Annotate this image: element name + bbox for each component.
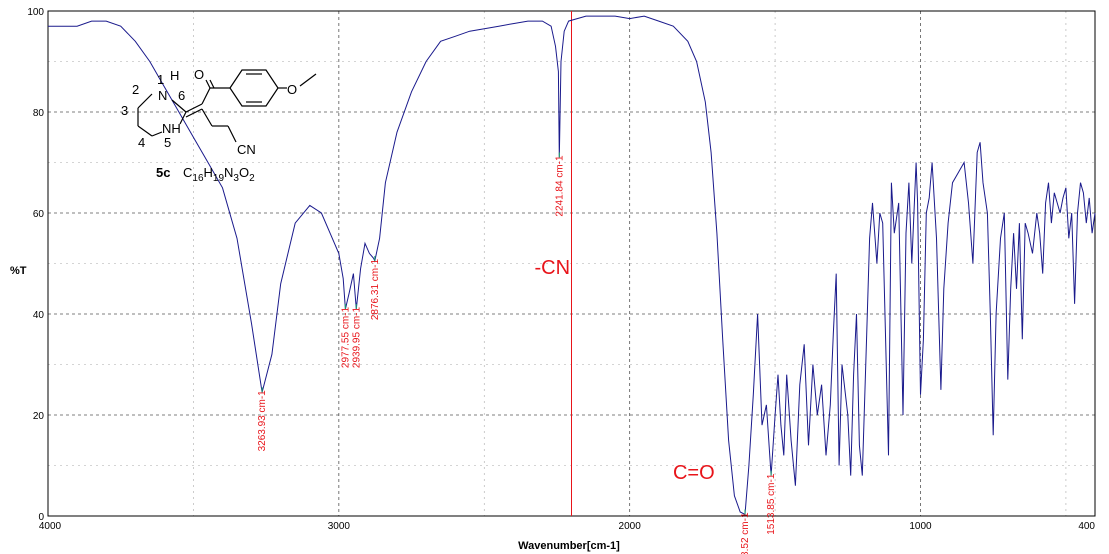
y-tick-label: 80 <box>33 108 45 119</box>
y-axis-label: %T <box>10 265 27 277</box>
peak-labels: 3263.93 cm-1 2977.55 cm-1 2939.95 cm-1 2876… <box>257 152 777 554</box>
peak-label: 1603.52 cm-1 <box>740 512 751 554</box>
atom-cn: CN <box>237 142 256 157</box>
bond <box>137 93 153 109</box>
bond <box>151 131 163 137</box>
atom-number-3: 3 <box>121 103 128 118</box>
atom-number-6: 6 <box>178 88 185 103</box>
atom-number-4: 4 <box>138 135 145 150</box>
bond <box>201 87 211 105</box>
x-axis-label: Wavenumber[cm-1] <box>518 540 620 552</box>
atom-number-1: 1 <box>157 72 164 87</box>
peak-label: 2241.84 cm-1 <box>554 155 565 217</box>
compound-label: 5c <box>156 165 170 180</box>
peak-label: 2876.31 cm-1 <box>370 259 381 321</box>
atom-n: N <box>158 88 167 103</box>
x-tick-label: 2000 <box>619 521 642 532</box>
bond <box>299 73 317 87</box>
x-tick-label: 1000 <box>909 521 932 532</box>
y-tick-label: 40 <box>33 310 45 321</box>
peak-label: 2939.95 cm-1 <box>351 307 362 369</box>
y-tick-label: 0 <box>38 512 44 523</box>
spectrum-line <box>48 15 1096 516</box>
bond <box>185 108 203 118</box>
atom-o-methoxy: O <box>287 82 297 97</box>
molecule-structure <box>137 69 317 143</box>
y-tick-label: 60 <box>33 209 45 220</box>
cn-annotation: -CN <box>535 257 571 279</box>
x-tick-label: 4000 <box>39 521 62 532</box>
atom-o: O <box>194 67 204 82</box>
x-tick-label: 3000 <box>328 521 351 532</box>
bond <box>185 103 203 113</box>
molecular-formula: C16H19N3O2 <box>183 165 255 184</box>
molecule-text: H 1 N 2 3 NH 4 5 6 O O CN 5c C16H19N3O2 <box>121 67 297 184</box>
peak-label: 1513.85 cm-1 <box>766 473 777 535</box>
atom-h: H <box>170 68 179 83</box>
y-tick-label: 20 <box>33 411 45 422</box>
bond <box>137 125 153 137</box>
atom-nh: NH <box>162 121 181 136</box>
y-tick-label: 100 <box>27 7 44 18</box>
peak-label: 2977.55 cm-1 <box>340 307 351 369</box>
bond <box>205 79 211 89</box>
co-annotation: C=O <box>673 462 715 484</box>
peak-label: 3263.93 cm-1 <box>257 390 268 452</box>
bond <box>227 125 237 143</box>
axis-ticks: 0 20 40 60 80 100 4000 3000 2000 1000 400 <box>27 7 1095 532</box>
benzene-ring <box>229 69 279 107</box>
bond <box>179 111 187 125</box>
x-tick-label: 400 <box>1078 521 1095 532</box>
bond <box>209 79 215 89</box>
bond <box>171 99 187 113</box>
atom-number-2: 2 <box>132 82 139 97</box>
bond <box>201 108 213 127</box>
atom-number-5: 5 <box>164 135 171 150</box>
